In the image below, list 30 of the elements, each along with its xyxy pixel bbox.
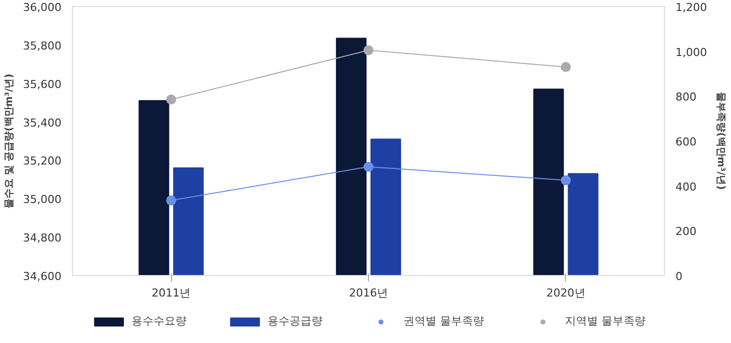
legend-label: 지역별 물부족량 [565, 314, 646, 328]
y-tick-label: 36,000 [23, 1, 62, 14]
point [364, 45, 374, 56]
point [166, 94, 176, 105]
point [364, 162, 374, 172]
x-tick-label: 2020년 [546, 286, 586, 300]
point [560, 62, 571, 72]
y2-tick-label: 600 [676, 136, 696, 148]
y2-tick-label: 400 [676, 180, 696, 194]
y2-tick-label: 1,000 [676, 46, 707, 59]
x-tick-label: 2016년 [349, 286, 388, 300]
y-tick-label: 35,800 [23, 39, 62, 52]
x-tick-label: 2011년 [152, 286, 191, 300]
y2-tick-label: 800 [676, 90, 696, 104]
y-tick-label: 35,400 [23, 116, 62, 130]
legend-label: 권역별 물부족량 [404, 314, 484, 328]
y-tick-label: 34,800 [23, 232, 62, 245]
y2-tick-label: 1,200 [676, 1, 707, 14]
y2-tick-label: 0 [676, 270, 682, 283]
y2-axis-title: 물부족량(백만m³/년) [714, 92, 726, 190]
y-tick-label: 35,000 [23, 193, 62, 206]
point [166, 195, 176, 206]
y-tick-label: 35,200 [23, 154, 62, 168]
point [560, 175, 571, 186]
legend-label: 용수수요량 [132, 314, 186, 328]
y-tick-label: 35,600 [23, 78, 62, 91]
legend-label: 용수공급량 [268, 314, 322, 328]
y-tick-label: 34,600 [23, 270, 62, 283]
y2-tick-label: 200 [676, 225, 696, 238]
y-axis-title: 물수요 및 공급량(백만m³/년) [4, 74, 16, 208]
